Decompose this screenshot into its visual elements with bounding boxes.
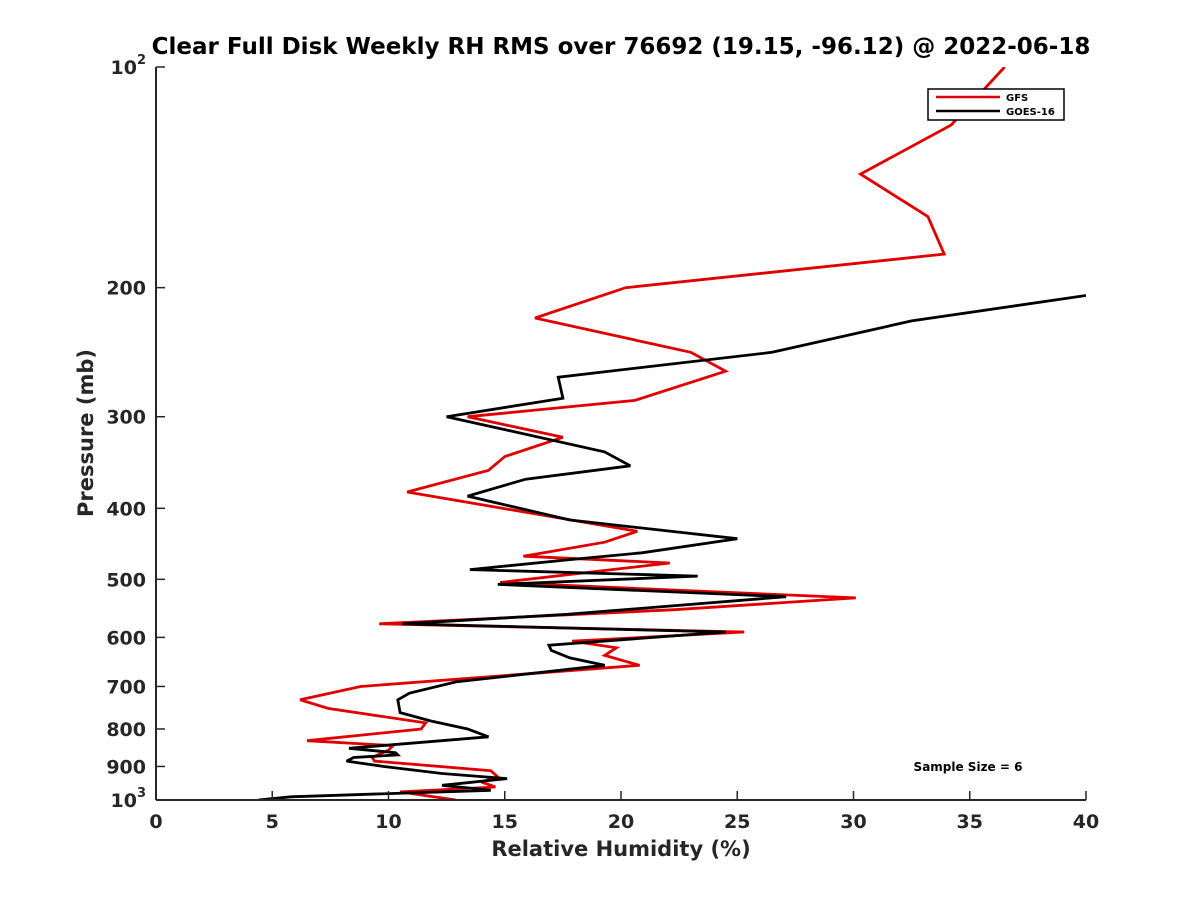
x-tick-label: 10: [375, 811, 401, 833]
series-line-gfs: [299, 67, 1006, 800]
x-tick-label: 30: [840, 811, 866, 833]
y-axis-label: Pressure (mb): [74, 349, 98, 517]
y-ticks: 102 200 300 400 500 600 700 800 900 103: [106, 53, 165, 812]
y-tick-label: 102: [111, 53, 147, 79]
series-layer: [258, 67, 1086, 800]
x-tick-label: 35: [957, 811, 983, 833]
x-tick-label: 20: [608, 811, 634, 833]
legend-label-gfs: GFS: [1006, 93, 1028, 104]
chart-title: Clear Full Disk Weekly RH RMS over 76692…: [152, 34, 1091, 60]
x-tick-label: 0: [149, 811, 162, 833]
y-tick-label: 300: [106, 407, 146, 429]
x-tick-label: 25: [724, 811, 750, 833]
legend-label-goes16: GOES-16: [1006, 107, 1055, 118]
sample-size-annotation: Sample Size = 6: [914, 760, 1023, 774]
y-tick-label: 200: [106, 278, 146, 300]
series-line-goes-16: [258, 294, 1086, 800]
y-tick-label: 700: [106, 676, 146, 698]
x-tick-label: 5: [266, 811, 279, 833]
y-tick-label: 800: [106, 719, 146, 741]
y-tick-label: 500: [106, 569, 146, 591]
x-tick-label: 40: [1073, 811, 1099, 833]
y-tick-label: 400: [106, 498, 146, 520]
x-axis-label: Relative Humidity (%): [491, 837, 750, 861]
x-ticks: 0 5 10 15 20 25 30 35 40: [149, 791, 1099, 833]
y-tick-label: 600: [106, 627, 146, 649]
y-tick-label: 900: [106, 756, 146, 778]
y-tick-label: 103: [111, 786, 147, 812]
legend: GFS GOES-16: [927, 88, 1065, 121]
x-tick-label: 15: [492, 811, 518, 833]
legend-box: [927, 88, 1065, 121]
